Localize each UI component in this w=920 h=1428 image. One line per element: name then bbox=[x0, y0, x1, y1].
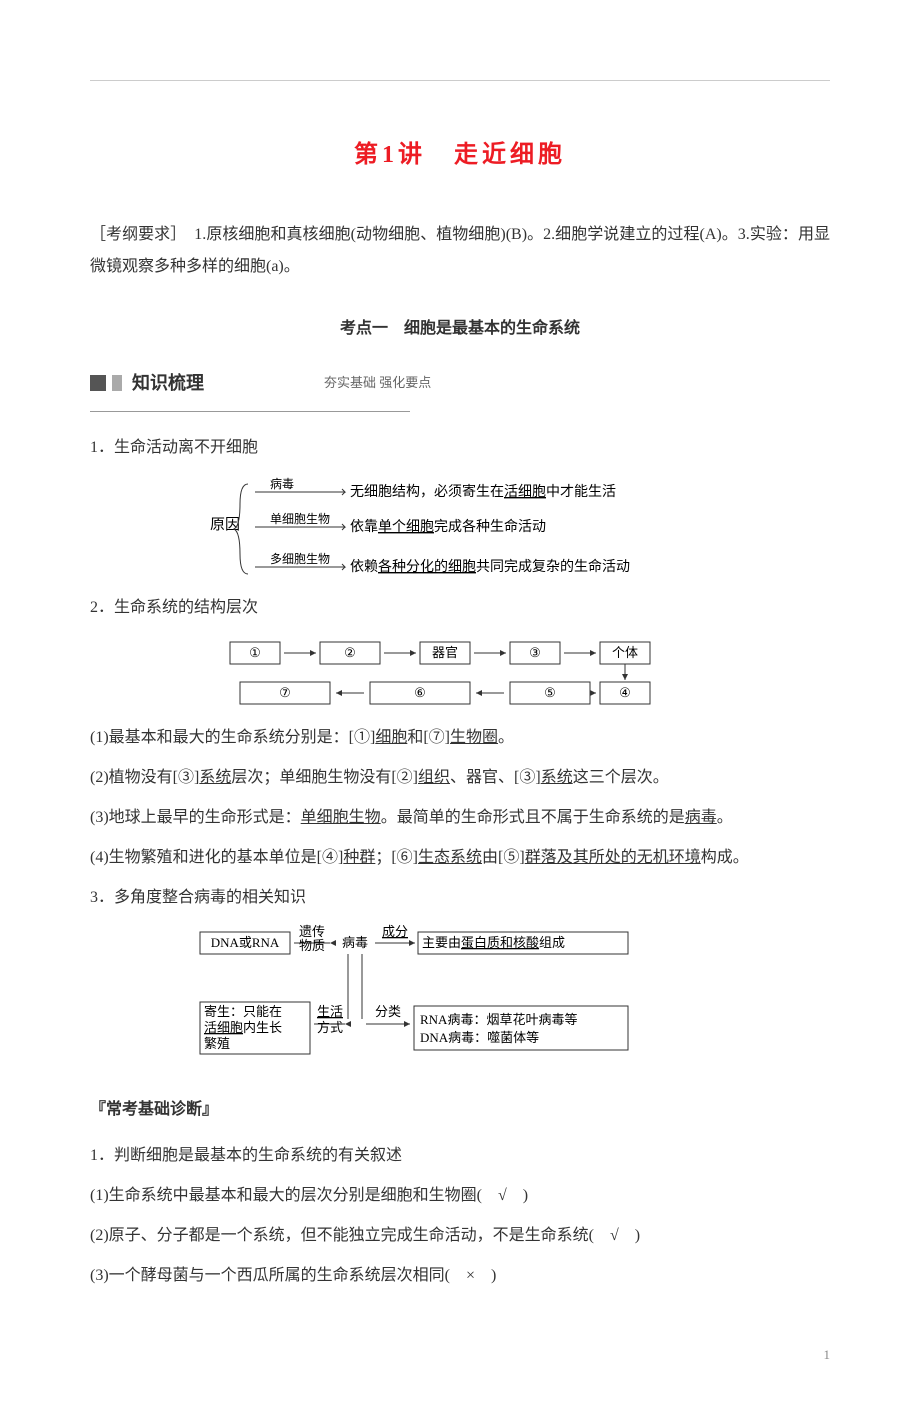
svg-text:⑤: ⑤ bbox=[544, 685, 556, 700]
u: 系统 bbox=[199, 769, 231, 786]
q1c: (3)一个酵母菌与一个西瓜所属的生命系统层次相同( × ) bbox=[90, 1260, 830, 1292]
svg-text:②: ② bbox=[344, 645, 356, 660]
svg-text:依靠单个细胞完成各种生命活动: 依靠单个细胞完成各种生命活动 bbox=[350, 518, 546, 535]
svg-text:DNA病毒：噬菌体等: DNA病毒：噬菌体等 bbox=[420, 1030, 539, 1045]
svg-text:方式: 方式 bbox=[317, 1020, 343, 1035]
u: 生态系统 bbox=[418, 849, 482, 866]
svg-text:遗传: 遗传 bbox=[299, 924, 325, 939]
svg-text:病毒: 病毒 bbox=[270, 476, 294, 491]
diagram-2: ① ② 器官 ③ 个体 ⑦ ⑥ ⑤ ④ bbox=[90, 634, 830, 714]
t: 和[⑦] bbox=[407, 729, 450, 746]
u: 群落及其所处的无机环境 bbox=[525, 849, 701, 866]
svg-text:④: ④ bbox=[619, 685, 631, 700]
t: (4)生物繁殖和进化的基本单位是[④] bbox=[90, 849, 343, 866]
svg-text:①: ① bbox=[249, 645, 261, 660]
p2: (2)植物没有[③]系统层次；单细胞生物没有[②]组织、器官、[③]系统这三个层… bbox=[90, 762, 830, 794]
svg-text:寄生：只能在: 寄生：只能在 bbox=[204, 1004, 282, 1019]
p4: (4)生物繁殖和进化的基本单位是[④]种群；[⑥]生态系统由[⑤]群落及其所处的… bbox=[90, 842, 830, 874]
h2: 2．生命系统的结构层次 bbox=[90, 592, 830, 624]
svg-text:繁殖: 繁殖 bbox=[204, 1036, 230, 1051]
kaodian-heading: 考点一 细胞是最基本的生命系统 bbox=[90, 313, 830, 345]
svg-text:⑦: ⑦ bbox=[279, 685, 291, 700]
u: 系统 bbox=[541, 769, 573, 786]
svg-text:③: ③ bbox=[529, 645, 541, 660]
svg-text:生活: 生活 bbox=[317, 1004, 343, 1019]
q1b: (2)原子、分子都是一个系统，但不能独立完成生命活动，不是生命系统( √ ) bbox=[90, 1220, 830, 1252]
t: 、器官、[③] bbox=[450, 769, 541, 786]
top-rule bbox=[90, 80, 830, 81]
t: (1)最基本和最大的生命系统分别是：[①] bbox=[90, 729, 375, 746]
knowledge-sub: 夯实基础 强化要点 bbox=[324, 370, 431, 396]
t: 这三个层次。 bbox=[573, 769, 669, 786]
svg-text:器官: 器官 bbox=[432, 645, 458, 660]
u: 组织 bbox=[418, 769, 450, 786]
page-number: 1 bbox=[90, 1342, 830, 1368]
diagram-3: DNA或RNA 遗传物质 病毒成分主要由蛋白质和核酸组成寄生：只能在活细胞内生长繁殖… bbox=[90, 924, 830, 1064]
changkao-heading: 『常考基础诊断』 bbox=[90, 1094, 830, 1126]
svg-text:无细胞结构，必须寄生在活细胞中才能生活: 无细胞结构，必须寄生在活细胞中才能生活 bbox=[350, 483, 616, 500]
svg-text:活细胞内生长: 活细胞内生长 bbox=[204, 1020, 282, 1035]
u: 生物圈 bbox=[450, 729, 498, 746]
svg-text:单细胞生物: 单细胞生物 bbox=[270, 512, 330, 526]
knowledge-underline bbox=[90, 411, 410, 412]
u: 细胞 bbox=[375, 729, 407, 746]
square-icon bbox=[90, 375, 106, 391]
h3: 3．多角度整合病毒的相关知识 bbox=[90, 882, 830, 914]
t: 构成。 bbox=[701, 849, 749, 866]
t: (3)地球上最早的生命形式是： bbox=[90, 809, 301, 826]
q1a: (1)生命系统中最基本和最大的层次分别是细胞和生物圈( √ ) bbox=[90, 1180, 830, 1212]
svg-text:主要由蛋白质和核酸组成: 主要由蛋白质和核酸组成 bbox=[422, 935, 565, 950]
diagram-1: 原因 病毒无细胞结构，必须寄生在活细胞中才能生活单细胞生物依靠单个细胞完成各种生… bbox=[90, 474, 830, 584]
svg-text:分类: 分类 bbox=[375, 1004, 401, 1019]
svg-text:依赖各种分化的细胞共同完成复杂的生命活动: 依赖各种分化的细胞共同完成复杂的生命活动 bbox=[350, 558, 630, 575]
square-icon-2 bbox=[112, 375, 122, 391]
svg-text:个体: 个体 bbox=[612, 645, 638, 660]
t: 。最简单的生命形式且不属于生命系统的是 bbox=[381, 809, 685, 826]
svg-text:多细胞生物: 多细胞生物 bbox=[270, 552, 330, 566]
t: 。 bbox=[498, 729, 514, 746]
t: 层次；单细胞生物没有[②] bbox=[231, 769, 418, 786]
t: (2)植物没有[③] bbox=[90, 769, 199, 786]
h1: 1．生命活动离不开细胞 bbox=[90, 432, 830, 464]
svg-text:成分: 成分 bbox=[382, 924, 408, 939]
kaogang-text: ［考纲要求］ 1.原核细胞和真核细胞(动物细胞、植物细胞)(B)。2.细胞学说建… bbox=[90, 219, 830, 283]
p3: (3)地球上最早的生命形式是：单细胞生物。最简单的生命形式且不属于生命系统的是病… bbox=[90, 802, 830, 834]
u: 单细胞生物 bbox=[301, 809, 381, 826]
t: 。 bbox=[717, 809, 733, 826]
svg-text:⑥: ⑥ bbox=[414, 685, 426, 700]
u: 种群 bbox=[343, 849, 375, 866]
svg-text:DNA或RNA: DNA或RNA bbox=[211, 935, 280, 950]
knowledge-label: 知识梳理 bbox=[132, 365, 204, 401]
p1: (1)最基本和最大的生命系统分别是：[①]细胞和[⑦]生物圈。 bbox=[90, 722, 830, 754]
t: ；[⑥] bbox=[375, 849, 418, 866]
t: 由[⑤] bbox=[482, 849, 525, 866]
page-title: 第1讲 走近细胞 bbox=[90, 131, 830, 179]
svg-text:病毒: 病毒 bbox=[342, 935, 368, 950]
q1: 1．判断细胞是最基本的生命系统的有关叙述 bbox=[90, 1140, 830, 1172]
svg-text:物质: 物质 bbox=[299, 938, 325, 953]
svg-text:RNA病毒：烟草花叶病毒等: RNA病毒：烟草花叶病毒等 bbox=[420, 1012, 577, 1027]
u: 病毒 bbox=[685, 809, 717, 826]
knowledge-header: 知识梳理 夯实基础 强化要点 bbox=[90, 365, 830, 401]
